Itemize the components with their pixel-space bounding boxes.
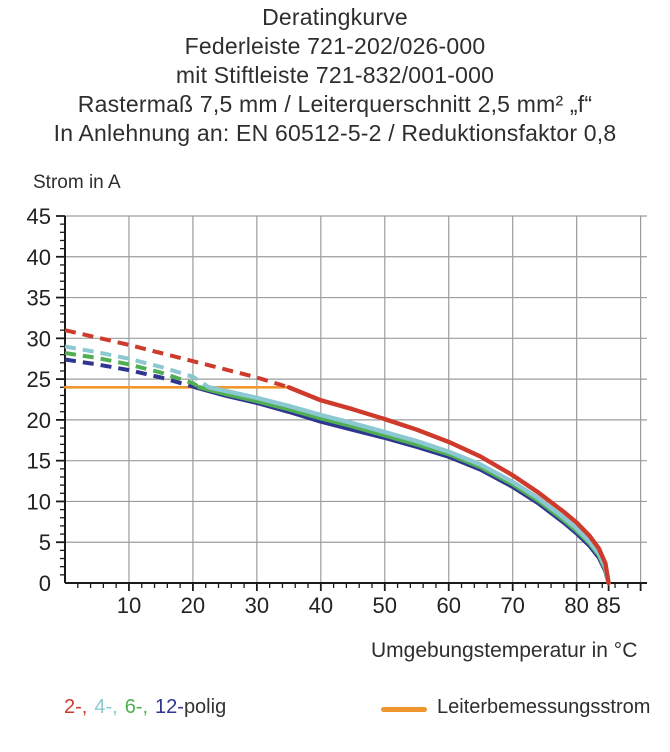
svg-text:30: 30 — [245, 593, 269, 618]
svg-text:45: 45 — [27, 204, 51, 229]
svg-text:25: 25 — [27, 367, 51, 392]
rated-current-line-swatch — [381, 707, 427, 712]
svg-text:70: 70 — [500, 593, 524, 618]
svg-text:30: 30 — [27, 326, 51, 351]
rated-current-legend: Leiterbemessungsstrom — [381, 696, 650, 719]
svg-text:20: 20 — [27, 408, 51, 433]
legend-pole-suffix: polig — [183, 696, 227, 718]
svg-text:60: 60 — [436, 593, 460, 618]
title-line-3: mit Stiftleiste 721-832/001-000 — [175, 62, 495, 88]
svg-text:40: 40 — [309, 593, 333, 618]
legend-pole-2: 2-, — [64, 696, 88, 718]
svg-text:0: 0 — [39, 571, 51, 596]
svg-text:10: 10 — [27, 489, 51, 514]
svg-text:20: 20 — [181, 593, 205, 618]
chart-title-block: Deratingkurve Federleiste 721-202/026-00… — [0, 3, 670, 148]
svg-text:10: 10 — [117, 593, 141, 618]
poles-legend: 2-, 4-, 6-, 12-polig — [64, 696, 226, 719]
title-line-5: In Anlehnung an: EN 60512-5-2 / Reduktio… — [53, 120, 617, 146]
title-line-1: Deratingkurve — [262, 4, 408, 30]
svg-text:35: 35 — [27, 286, 51, 311]
legend-pole-6: 6-, — [124, 696, 149, 718]
svg-text:85: 85 — [596, 593, 620, 618]
rated-current-label: Leiterbemessungsstrom — [437, 696, 651, 718]
svg-text:40: 40 — [27, 245, 51, 270]
svg-text:15: 15 — [27, 449, 51, 474]
svg-text:5: 5 — [39, 530, 51, 555]
legend-pole-12: 12- — [155, 696, 184, 718]
legend-pole-4: 4-, — [94, 696, 118, 718]
x-axis-title: Umgebungstemperatur in °C — [371, 639, 638, 662]
title-line-4: Rastermaß 7,5 mm / Leiterquerschnitt 2,5… — [77, 91, 593, 117]
y-axis-title: Strom in A — [33, 172, 121, 193]
svg-text:50: 50 — [373, 593, 397, 618]
svg-text:80: 80 — [564, 593, 588, 618]
title-line-2: Federleiste 721-202/026-000 — [184, 33, 486, 59]
